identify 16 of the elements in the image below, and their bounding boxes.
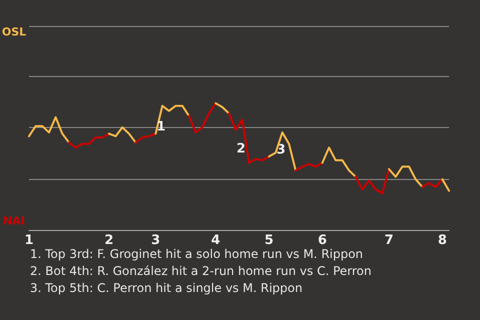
text: 1. Top 3rd: F. Groginet hit a solo home run vs M. Rippon (30, 247, 364, 261)
annotation: 1 (156, 120, 166, 134)
x-tick-label: 2 (104, 233, 114, 248)
text: OSL (2, 26, 26, 38)
annotation: 2 (236, 142, 246, 156)
text: 3. Top 5th: C. Perron hit a single vs M. Rippon (30, 281, 302, 295)
x-tick-label: 7 (384, 233, 394, 248)
text: 2. Bot 4th: R. González hit a 2-run home run vs C. Perron (30, 264, 372, 278)
x-tick-label: 8 (438, 233, 447, 248)
x-tick-label: 1 (24, 233, 34, 248)
x-tick-label: 6 (318, 233, 327, 248)
x-tick-label: 3 (151, 233, 160, 248)
x-tick-label: 4 (211, 233, 220, 248)
annotation: 3 (276, 142, 286, 158)
text: NAI (3, 214, 25, 228)
x-tick-label: 5 (264, 233, 274, 248)
